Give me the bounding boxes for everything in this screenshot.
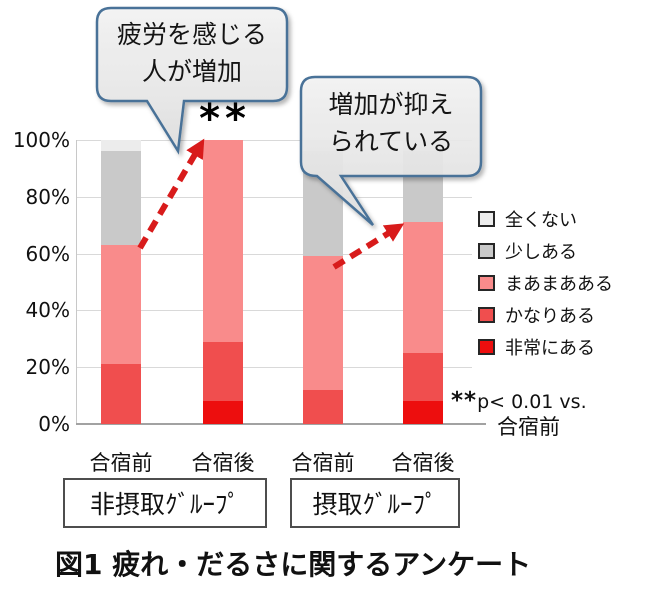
legend: 全くない少しあるまあまあある かなりある非常にある [478, 210, 613, 370]
legend-item: かなりある [478, 306, 613, 327]
legend-label: 全くない [505, 209, 577, 231]
bar-segment-少しある [403, 151, 443, 223]
significance-marker: ** [199, 96, 251, 142]
bar-segment-少しある [101, 151, 141, 246]
callout2-line1: 増加が抑え [328, 90, 454, 119]
callout-text-increase-suppressed: 増加が抑え られている [301, 86, 481, 160]
p-value-text: p< 0.01 vs. [477, 391, 587, 413]
p-value-note: **p< 0.01 vs. 合宿前 [451, 389, 641, 439]
bar-segment-まあまあある [403, 222, 443, 353]
bar-segment-かなりある [101, 364, 141, 424]
figure-caption: 図1 疲れ・だるさに関するアンケート [55, 548, 532, 581]
gridline-20% [76, 367, 472, 369]
legend-swatch-icon [478, 338, 495, 355]
y-tick-label: 20% [25, 355, 70, 380]
x-category-label: 合宿前 [291, 451, 355, 475]
bar-segment-全くない [101, 140, 141, 152]
legend-swatch-icon [478, 210, 495, 227]
bar-segment-まあまあある [101, 245, 141, 365]
gridline-40% [76, 310, 472, 312]
callout1-line1: 疲労を感じる [116, 20, 267, 49]
legend-swatch-icon [478, 242, 495, 259]
callout1-line2: 人が増加 [141, 57, 242, 86]
y-tick-label: 0% [38, 412, 70, 436]
x-category-label: 合宿後 [191, 451, 255, 475]
p-value-stars: ** [451, 388, 478, 414]
group-box-intake: 摂取ｸﾞﾙｰﾌﾟ [290, 478, 460, 528]
y-tick-label: 80% [25, 184, 70, 209]
gridline-80% [76, 196, 472, 198]
legend-label: 少しある [505, 241, 577, 263]
y-axis-line [76, 140, 77, 424]
y-tick-label: 40% [25, 298, 70, 323]
x-category-label: 合宿後 [391, 451, 455, 475]
y-tick-label: 60% [25, 241, 70, 266]
bar-segment-まあまあある [203, 140, 243, 342]
bar-segment-かなりある [303, 389, 343, 424]
x-axis-line [76, 423, 486, 425]
legend-item: まあまあある [478, 274, 613, 295]
p-value-reference: 合宿前 [497, 415, 560, 439]
legend-item: 全くない [478, 210, 613, 231]
y-tick-label: 100% [12, 128, 70, 152]
x-category-label: 合宿前 [89, 451, 153, 475]
legend-label: 非常にある [505, 337, 595, 359]
legend-item: 少しある [478, 242, 613, 263]
legend-label: まあまあある [505, 273, 613, 295]
legend-label: かなりある [505, 305, 595, 327]
group-box-non-intake: 非摂取ｸﾞﾙｰﾌﾟ [63, 478, 267, 528]
bar-segment-まあまあある [303, 256, 343, 390]
gridline-60% [76, 253, 472, 255]
bar-segment-かなりある [203, 341, 243, 402]
bar-segment-少しある [303, 151, 343, 257]
bar-segment-かなりある [403, 353, 443, 402]
callout-text-fatigue-increase: 疲労を感じる 人が増加 [97, 16, 287, 90]
legend-item: 非常にある [478, 338, 613, 359]
bar-segment-非常にある [403, 401, 443, 424]
bar-segment-非常にある [203, 401, 243, 424]
legend-swatch-icon [478, 306, 495, 323]
legend-swatch-icon [478, 274, 495, 291]
callout2-line2: られている [328, 127, 454, 156]
